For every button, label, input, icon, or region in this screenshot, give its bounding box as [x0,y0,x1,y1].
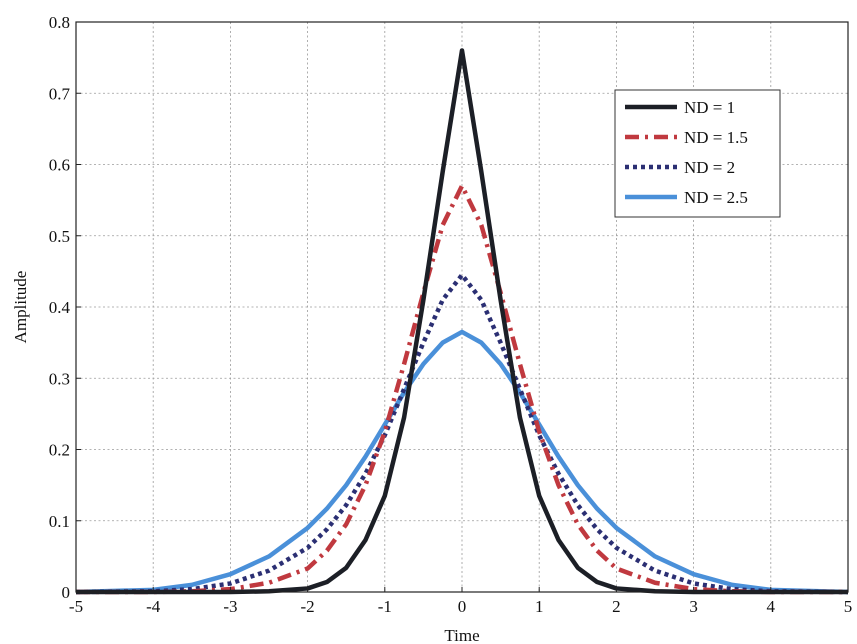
x-axis-label: Time [444,626,479,644]
legend-label: ND = 1 [684,98,735,117]
series-lines [75,48,849,595]
y-tick-label: 0.5 [49,227,70,246]
y-tick-label: 0 [62,583,71,602]
x-tick-label: -4 [146,597,161,616]
tick-labels: -5 -4 -3 -2 -1 0 1 2 3 4 5 0 0.1 0.2 0.3 0.4 0.5 0.6 0.7 0.… [49,13,853,616]
series-line-1 [76,48,848,595]
y-axis-label: Amplitude [11,271,30,344]
y-tick-label: 0.4 [49,298,71,317]
x-tick-label: -3 [223,597,237,616]
y-tick-label: 0.1 [49,512,70,531]
x-tick-label: -5 [69,597,83,616]
y-tick-label: 0.3 [49,369,70,388]
y-tick-label: 0.6 [49,156,70,175]
x-tick-label: -2 [301,597,315,616]
x-tick-label: 1 [535,597,544,616]
y-tick-label: 0.8 [49,13,70,32]
x-tick-label: 4 [767,597,776,616]
series-line-4 [75,329,849,595]
legend-label: ND = 2.5 [684,188,748,207]
y-tick-label: 0.2 [49,441,70,460]
legend: ND = 1 ND = 1.5 ND = 2 ND = 2.5 [614,89,781,218]
x-tick-label: 0 [458,597,467,616]
x-tick-label: 5 [844,597,853,616]
x-tick-label: 2 [612,597,621,616]
series-line-2 [76,183,848,595]
x-tick-label: -1 [378,597,392,616]
legend-label: ND = 1.5 [684,128,748,147]
y-tick-label: 0.7 [49,84,71,103]
x-tick-label: 3 [689,597,698,616]
series-line-3 [75,272,849,595]
legend-label: ND = 2 [684,158,735,177]
